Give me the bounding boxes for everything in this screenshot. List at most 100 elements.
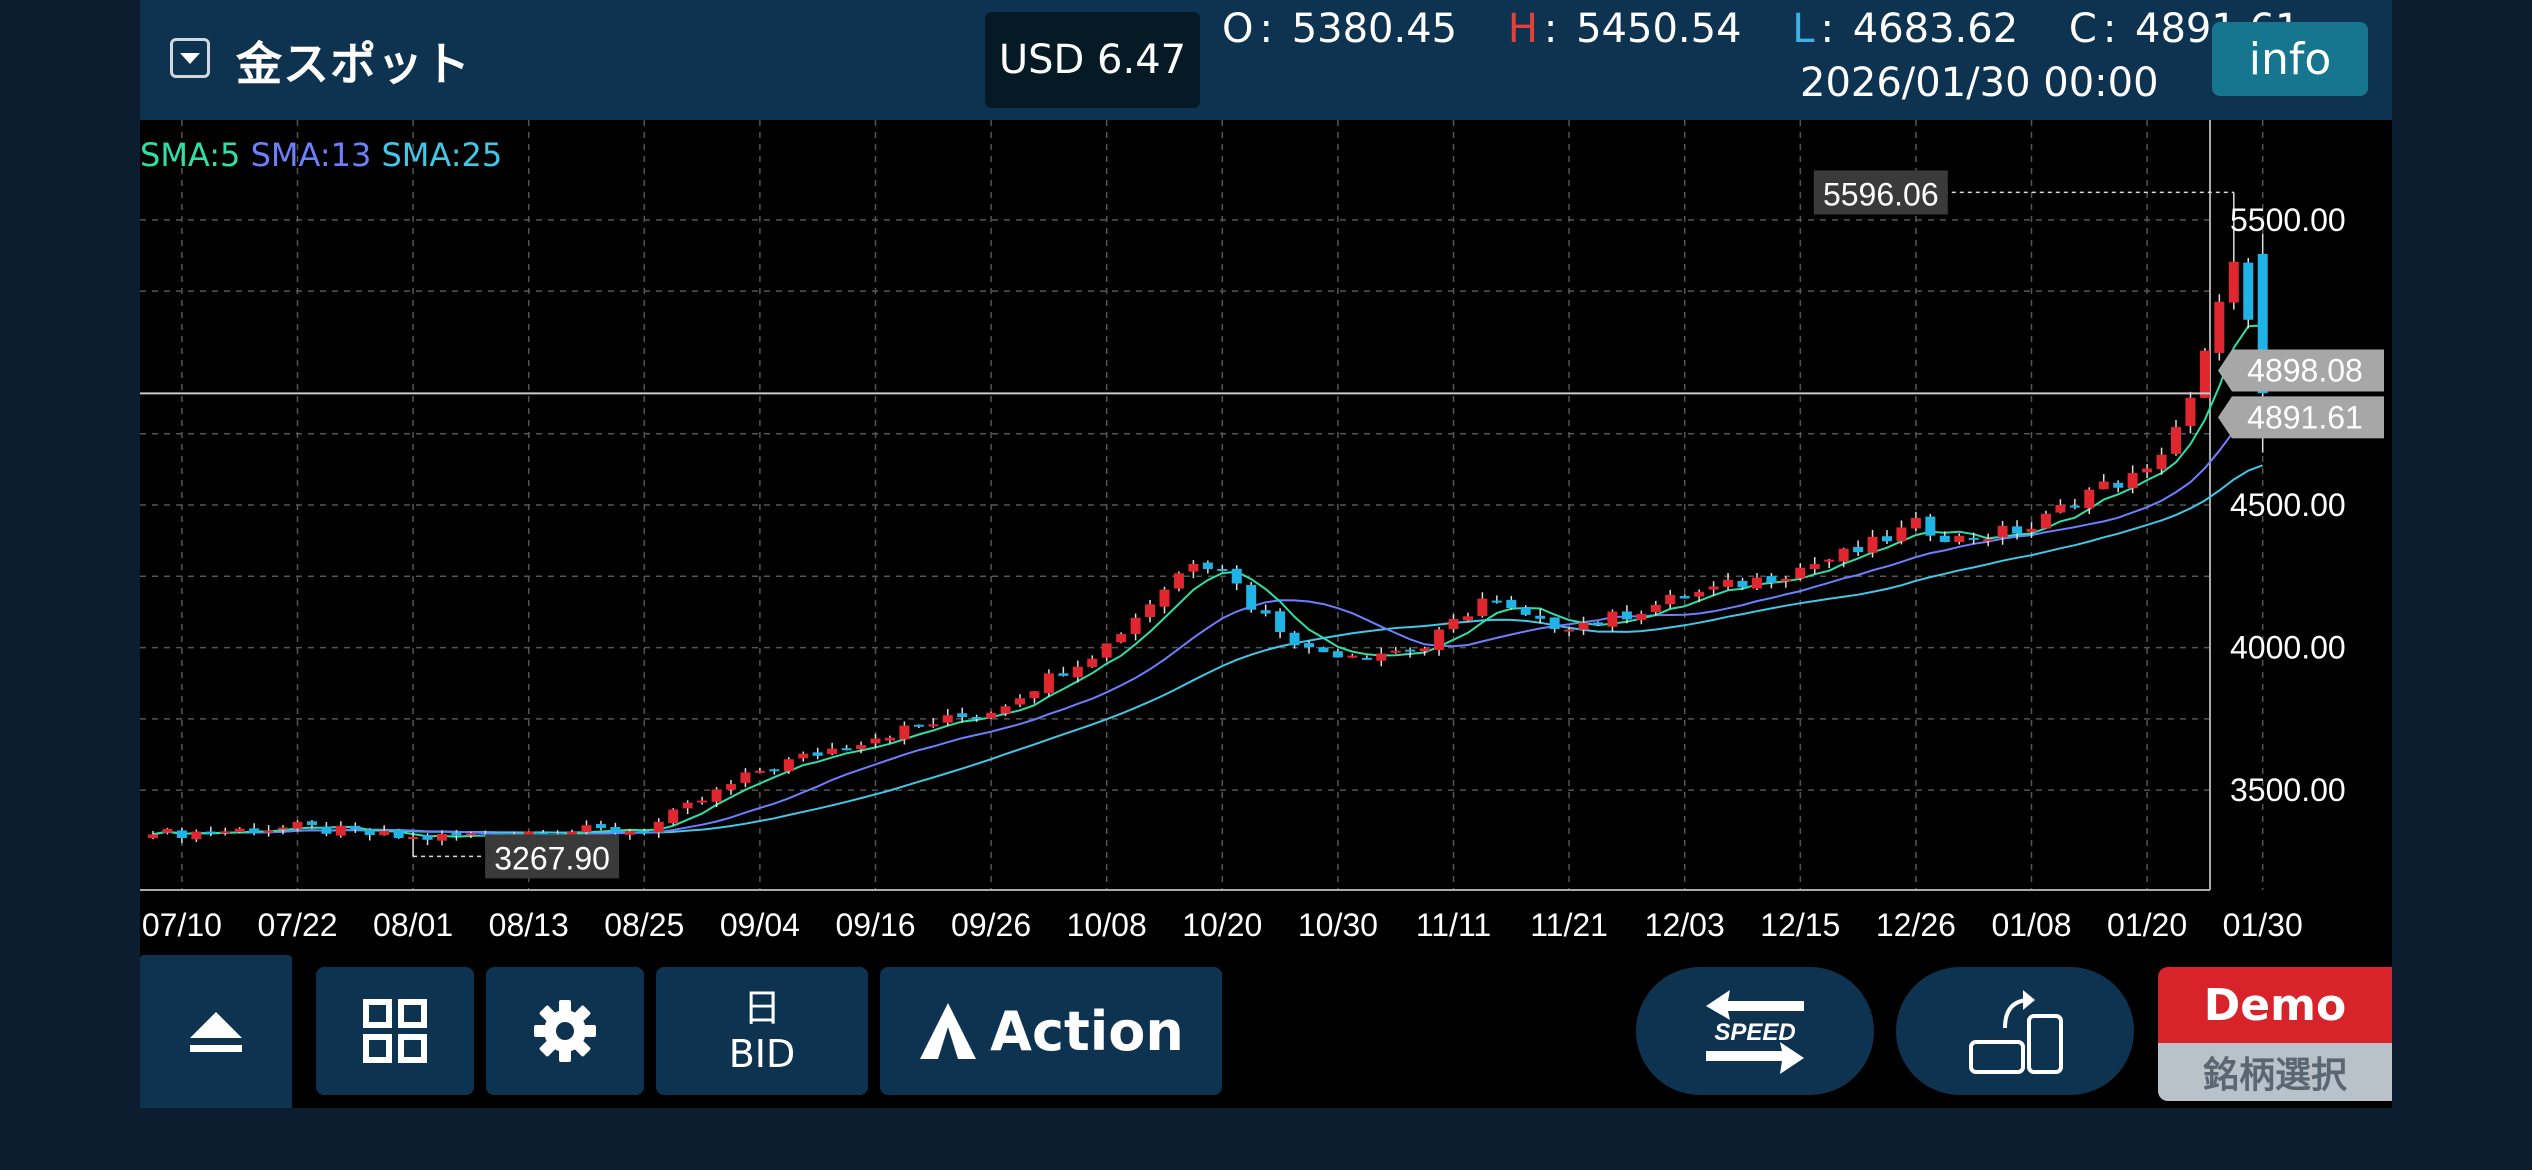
candle <box>1723 573 1734 590</box>
candle <box>1853 540 1864 556</box>
candle-body <box>1564 629 1575 632</box>
candle-body <box>379 830 390 836</box>
candle <box>191 829 202 842</box>
max-price-label: 5596.06 <box>1823 176 1939 212</box>
candle-body <box>653 821 664 833</box>
candle-body <box>2228 261 2239 303</box>
info-button[interactable]: info <box>2212 22 2368 96</box>
candle <box>162 827 173 835</box>
candle <box>1231 565 1242 591</box>
candle <box>1347 653 1358 658</box>
candle <box>783 757 794 774</box>
candle <box>1578 616 1589 635</box>
x-tick-label: 07/10 <box>142 907 222 943</box>
candle-body <box>1043 673 1054 694</box>
y-axis: 5500.00 4500.00 4000.00 3500.00 4898.08 4891.… <box>2218 202 2384 808</box>
symbol-name[interactable]: 金スポット <box>236 37 471 91</box>
candle-body <box>2127 473 2138 489</box>
candle <box>2142 464 2153 479</box>
candle <box>263 825 274 837</box>
candle <box>2069 498 2080 510</box>
symbol-dropdown-button[interactable] <box>170 38 210 78</box>
candle <box>2171 420 2181 456</box>
bottom-toolbar: 日 BID Action SPEED Demo 銘柄選択 <box>140 955 2392 1108</box>
price-chart[interactable]: 5596.06 3267.90 5500.00 4500.00 4000.00 3500… <box>140 120 2392 955</box>
candle <box>1882 530 1892 544</box>
candle-body <box>1766 576 1777 583</box>
candle <box>1448 614 1459 633</box>
candle <box>249 823 260 836</box>
candle-body <box>1824 559 1835 562</box>
candle-body <box>1275 611 1286 633</box>
candle-body <box>2098 481 2109 490</box>
candle-body <box>1708 586 1719 590</box>
candle-body <box>2257 253 2268 394</box>
candle <box>957 707 968 723</box>
settings-button[interactable] <box>486 967 644 1095</box>
candle-body <box>1304 643 1314 648</box>
action-label: Action <box>990 999 1184 1063</box>
candle <box>754 767 765 774</box>
candle-body <box>1694 591 1705 597</box>
candle <box>1405 647 1416 658</box>
candle-body <box>870 738 881 744</box>
candle-body <box>2171 427 2181 454</box>
x-tick-label: 09/26 <box>951 907 1031 943</box>
candle <box>1824 558 1835 569</box>
candle <box>1665 589 1676 609</box>
candle <box>1708 581 1719 596</box>
layout-grid-button[interactable] <box>316 967 474 1095</box>
speed-order-button[interactable]: SPEED <box>1636 967 1874 1095</box>
candle <box>899 721 910 745</box>
candle-body <box>1434 629 1445 651</box>
candle-body <box>2142 468 2153 473</box>
candle-body <box>1217 568 1228 571</box>
colon: : <box>1259 6 1273 52</box>
candle <box>1896 520 1907 545</box>
candle-body <box>2084 489 2095 509</box>
candle <box>292 820 303 832</box>
candle-body <box>1072 666 1083 678</box>
candle-body <box>567 831 578 836</box>
candle-body <box>408 837 419 840</box>
candle <box>2113 480 2124 493</box>
candle-datetime: 2026/01/30 00:00 <box>1800 60 2159 106</box>
sma13-legend: SMA:13 <box>250 136 372 174</box>
candle <box>2012 520 2023 540</box>
x-tick-label: 09/16 <box>835 907 915 943</box>
candle <box>1607 609 1618 632</box>
candle-body <box>812 752 823 756</box>
y-tick-label: 4500.00 <box>2230 487 2346 523</box>
candle <box>1087 655 1098 668</box>
demo-symbol-select-button[interactable]: Demo 銘柄選択 <box>2158 967 2392 1101</box>
candle <box>1130 613 1141 641</box>
candle <box>798 751 809 762</box>
max-label-box <box>1813 170 1948 215</box>
candle <box>971 714 982 722</box>
candle-body <box>971 716 982 719</box>
x-tick-label: 10/08 <box>1067 907 1147 943</box>
candle-body <box>740 772 751 783</box>
candle <box>1809 557 1820 574</box>
collapse-panel-button[interactable] <box>140 955 292 1108</box>
x-tick-label: 11/11 <box>1416 907 1491 943</box>
candle-body <box>1853 546 1864 553</box>
candle-body <box>697 800 708 803</box>
candle <box>1621 605 1632 624</box>
candle-body <box>1549 617 1560 630</box>
candle <box>422 833 433 846</box>
candle-body <box>191 831 202 840</box>
timeframe-bid-button[interactable]: 日 BID <box>656 967 868 1095</box>
high-label: H <box>1507 6 1538 52</box>
rotate-screen-button[interactable] <box>1896 967 2134 1095</box>
candle-body <box>682 802 693 809</box>
candle <box>1390 647 1401 654</box>
action-button[interactable]: Action <box>880 967 1222 1095</box>
candle <box>682 800 693 815</box>
candle-body <box>1130 617 1141 635</box>
candle <box>697 796 708 805</box>
candle-body <box>1925 516 1936 536</box>
candle <box>884 735 895 744</box>
min-label-box <box>485 834 620 879</box>
candle <box>1795 563 1806 581</box>
